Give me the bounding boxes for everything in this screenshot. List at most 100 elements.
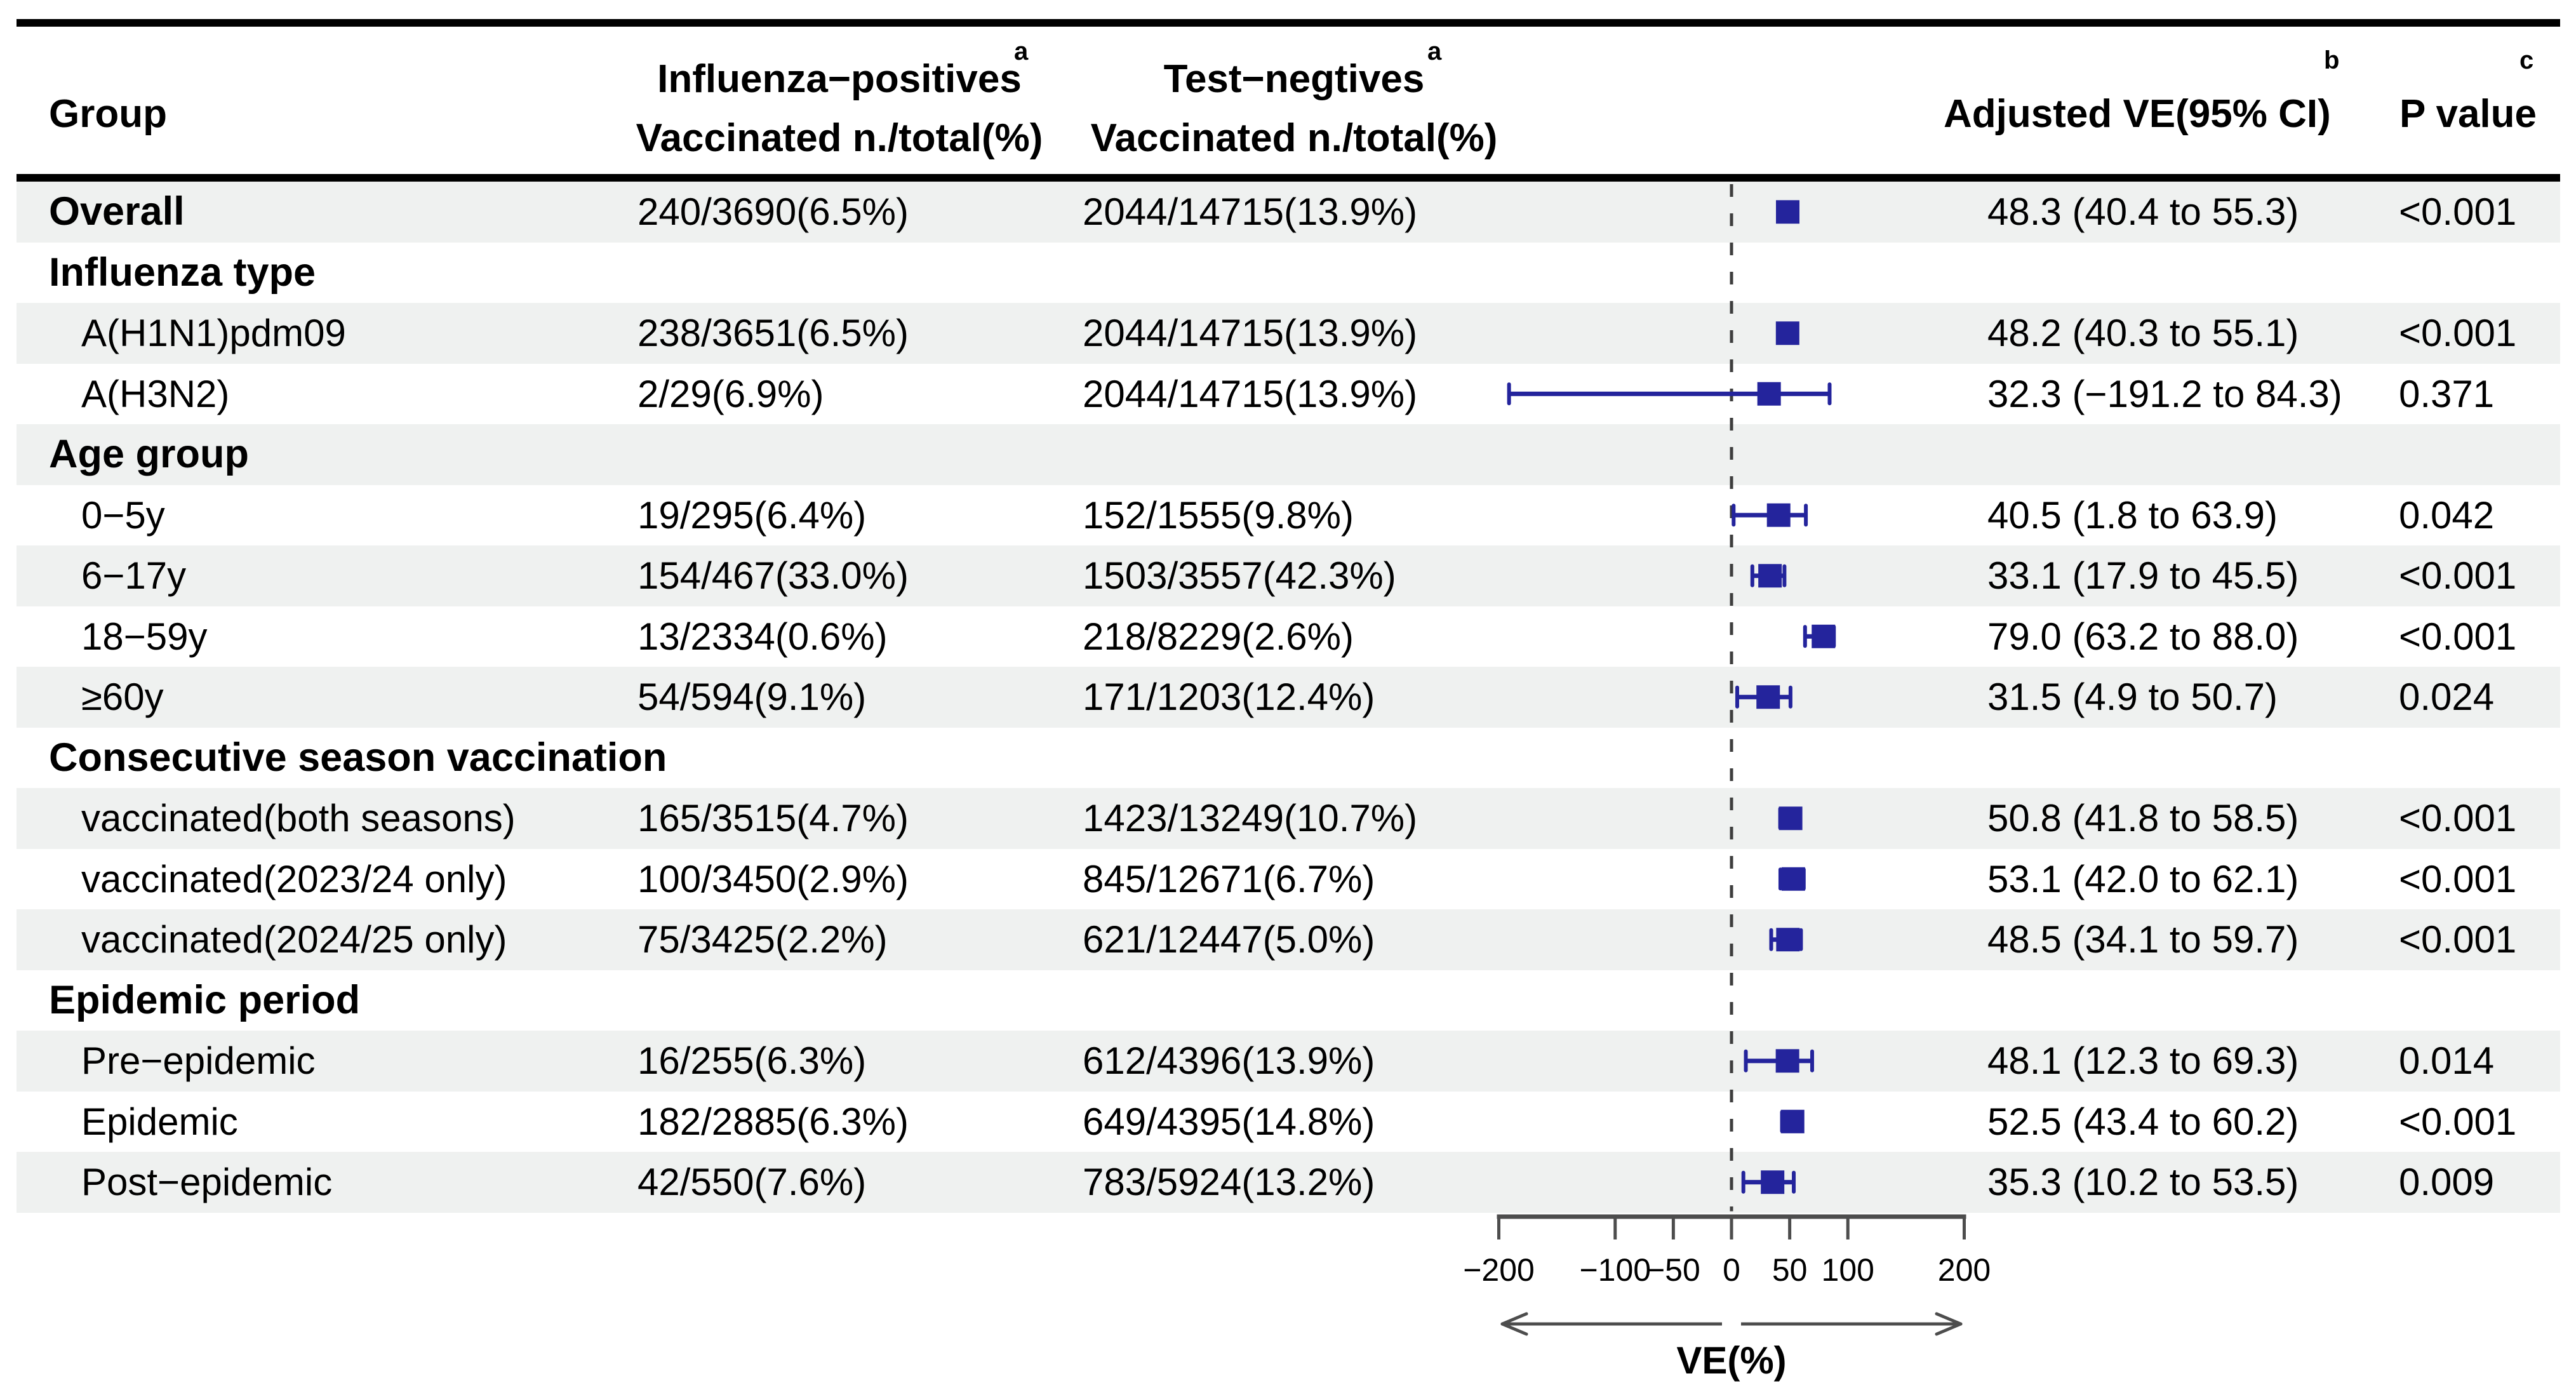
column-header-test-negatives: Test−negtives bbox=[1163, 57, 1425, 101]
group-label: ≥60y bbox=[81, 676, 164, 718]
influenza-positives-value: 240/3690(6.5%) bbox=[637, 190, 909, 233]
test-negatives-value: 845/12671(6.7%) bbox=[1083, 857, 1375, 900]
group-label: Overall bbox=[49, 189, 185, 234]
p-value: <0.001 bbox=[2399, 918, 2517, 961]
table-row: Overall 240/3690(6.5%) 2044/14715(13.9%) 48… bbox=[17, 182, 2560, 243]
p-value: 0.024 bbox=[2399, 676, 2495, 718]
test-negatives-value: 783/5924(13.2%) bbox=[1083, 1161, 1375, 1203]
test-negatives-value: 612/4396(13.9%) bbox=[1083, 1039, 1375, 1082]
column-header-group: Group bbox=[49, 92, 167, 136]
test-negatives-value: 218/8229(2.6%) bbox=[1083, 615, 1354, 658]
section-row: Consecutive season vaccination bbox=[17, 728, 2560, 789]
adjusted-ve-value: 79.0 (63.2 to 88.0) bbox=[1987, 615, 2299, 658]
adjusted-ve-value: 35.3 (10.2 to 53.5) bbox=[1987, 1161, 2299, 1203]
table-row: vaccinated(2024/25 only) 75/3425(2.2%) 621… bbox=[17, 909, 2560, 970]
adjusted-ve-value: 48.1 (12.3 to 69.3) bbox=[1987, 1039, 2299, 1082]
influenza-positives-value: 75/3425(2.2%) bbox=[637, 918, 888, 961]
test-negatives-value: 2044/14715(13.9%) bbox=[1083, 190, 1418, 233]
x-axis-tick-label: 50 bbox=[1772, 1252, 1808, 1288]
table-row: vaccinated(both seasons) 165/3515(4.7%) 14… bbox=[17, 788, 2560, 849]
x-axis-tick-label: −50 bbox=[1646, 1252, 1700, 1288]
top-rule bbox=[17, 19, 2560, 27]
influenza-positives-value: 165/3515(4.7%) bbox=[637, 797, 909, 839]
column-header-adjusted-ve: Adjusted VE(95% CI) bbox=[1944, 92, 2331, 136]
influenza-positives-value: 42/550(7.6%) bbox=[637, 1161, 867, 1203]
influenza-positives-value: 2/29(6.9%) bbox=[637, 372, 824, 415]
table-row: 0−5y 19/295(6.4%) 152/1555(9.8%) 40.5 (1.8 … bbox=[17, 485, 2560, 546]
p-value: 0.009 bbox=[2399, 1161, 2495, 1203]
column-header-p-value: P value bbox=[2399, 92, 2537, 136]
table-row: Post−epidemic 42/550(7.6%) 783/5924(13.2%)… bbox=[17, 1152, 2560, 1213]
table-row: A(H1N1)pdm09 238/3651(6.5%) 2044/14715(13.… bbox=[17, 303, 2560, 364]
group-label: Influenza type bbox=[49, 250, 316, 295]
footnote-marker-b: b bbox=[2324, 46, 2340, 74]
group-label: Pre−epidemic bbox=[81, 1039, 316, 1082]
group-label: 18−59y bbox=[81, 615, 208, 658]
header-bottom-rule bbox=[17, 174, 2560, 182]
x-axis-tick-label: 0 bbox=[1723, 1252, 1740, 1288]
p-value: <0.001 bbox=[2399, 1100, 2517, 1143]
test-negatives-value: 2044/14715(13.9%) bbox=[1083, 372, 1418, 415]
table-row: Epidemic 182/2885(6.3%) 649/4395(14.8%) 52.… bbox=[17, 1092, 2560, 1152]
adjusted-ve-value: 31.5 (4.9 to 50.7) bbox=[1987, 676, 2278, 718]
table-row: Pre−epidemic 16/255(6.3%) 612/4396(13.9%) 4… bbox=[17, 1031, 2560, 1092]
p-value: 0.371 bbox=[2399, 372, 2495, 415]
p-value: <0.001 bbox=[2399, 857, 2517, 900]
section-row: Age group bbox=[17, 424, 2560, 485]
group-label: Epidemic period bbox=[49, 977, 361, 1022]
table-row: vaccinated(2023/24 only) 100/3450(2.9%) 84… bbox=[17, 849, 2560, 910]
group-label: vaccinated(2024/25 only) bbox=[81, 918, 507, 961]
section-row: Influenza type bbox=[17, 243, 2560, 304]
test-negatives-value: 2044/14715(13.9%) bbox=[1083, 312, 1418, 354]
adjusted-ve-value: 48.2 (40.3 to 55.1) bbox=[1987, 312, 2299, 354]
group-label: A(H1N1)pdm09 bbox=[81, 312, 346, 354]
p-value: 0.014 bbox=[2399, 1039, 2495, 1082]
influenza-positives-value: 13/2334(0.6%) bbox=[637, 615, 888, 658]
adjusted-ve-value: 52.5 (43.4 to 60.2) bbox=[1987, 1100, 2299, 1143]
x-axis-tick-label: −200 bbox=[1463, 1252, 1535, 1288]
influenza-positives-value: 16/255(6.3%) bbox=[637, 1039, 867, 1082]
influenza-positives-value: 238/3651(6.5%) bbox=[637, 312, 909, 354]
test-negatives-value: 649/4395(14.8%) bbox=[1083, 1100, 1375, 1143]
adjusted-ve-value: 50.8 (41.8 to 58.5) bbox=[1987, 797, 2299, 839]
p-value: 0.042 bbox=[2399, 493, 2495, 537]
table-row: A(H3N2) 2/29(6.9%) 2044/14715(13.9%) 32.3 (… bbox=[17, 364, 2560, 425]
test-negatives-value: 152/1555(9.8%) bbox=[1083, 493, 1354, 537]
influenza-positives-value: 19/295(6.4%) bbox=[637, 493, 867, 537]
influenza-positives-value: 100/3450(2.9%) bbox=[637, 857, 909, 900]
group-label: A(H3N2) bbox=[81, 372, 230, 415]
group-label: vaccinated(both seasons) bbox=[81, 797, 516, 839]
p-value: <0.001 bbox=[2399, 797, 2517, 839]
adjusted-ve-value: 53.1 (42.0 to 62.1) bbox=[1987, 857, 2299, 900]
p-value: <0.001 bbox=[2399, 554, 2517, 597]
adjusted-ve-value: 48.3 (40.4 to 55.3) bbox=[1987, 190, 2299, 233]
group-label: Epidemic bbox=[81, 1100, 238, 1143]
group-label: 0−5y bbox=[81, 493, 165, 537]
influenza-positives-value: 54/594(9.1%) bbox=[637, 676, 867, 718]
ve-axis-title: VE(%) bbox=[1676, 1339, 1787, 1382]
table-row: 6−17y 154/467(33.0%) 1503/3557(42.3%) 33.1 … bbox=[17, 545, 2560, 606]
group-label: Consecutive season vaccination bbox=[49, 735, 667, 780]
group-label: Post−epidemic bbox=[81, 1161, 333, 1203]
column-header-test-negatives-sub: Vaccinated n./total(%) bbox=[1090, 116, 1498, 160]
test-negatives-value: 171/1203(12.4%) bbox=[1083, 676, 1375, 718]
influenza-positives-value: 182/2885(6.3%) bbox=[637, 1100, 909, 1143]
influenza-positives-value: 154/467(33.0%) bbox=[637, 554, 909, 597]
p-value: <0.001 bbox=[2399, 190, 2517, 233]
adjusted-ve-value: 32.3 (−191.2 to 84.3) bbox=[1987, 372, 2342, 415]
x-axis-tick-label: 100 bbox=[1821, 1252, 1874, 1288]
group-label: 6−17y bbox=[81, 554, 187, 597]
adjusted-ve-value: 40.5 (1.8 to 63.9) bbox=[1987, 493, 2278, 537]
x-axis-tick-label: −100 bbox=[1579, 1252, 1652, 1288]
table-row: 18−59y 13/2334(0.6%) 218/8229(2.6%) 79.0 (6… bbox=[17, 606, 2560, 667]
x-axis-tick-label: 200 bbox=[1937, 1252, 1991, 1288]
test-negatives-value: 621/12447(5.0%) bbox=[1083, 918, 1375, 961]
adjusted-ve-value: 48.5 (34.1 to 59.7) bbox=[1987, 918, 2299, 961]
test-negatives-value: 1423/13249(10.7%) bbox=[1083, 797, 1418, 839]
p-value: <0.001 bbox=[2399, 312, 2517, 354]
column-header-influenza-positives: Influenza−positives bbox=[657, 57, 1022, 101]
group-label: Age group bbox=[49, 432, 249, 476]
footnote-marker-a2: a bbox=[1427, 37, 1442, 65]
